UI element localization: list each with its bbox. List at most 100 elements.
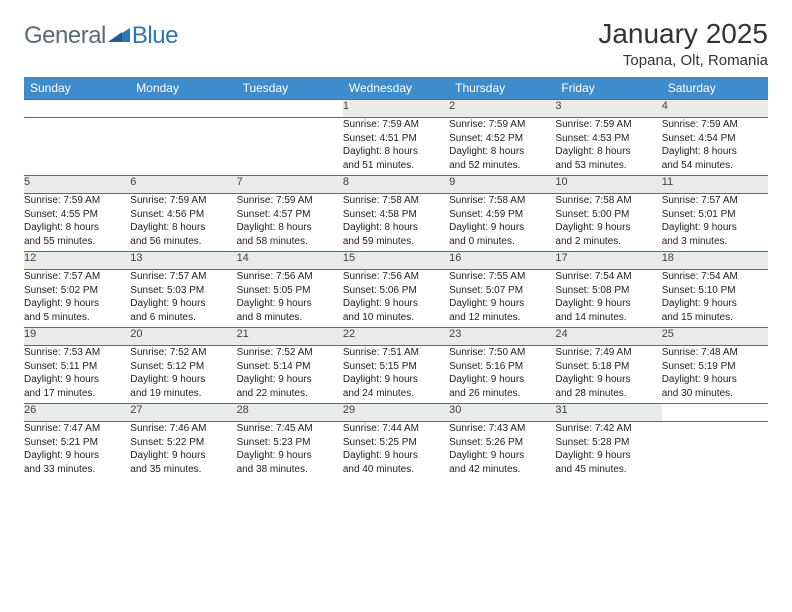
day-number-cell: 15: [343, 252, 449, 270]
day-number-cell: [237, 100, 343, 118]
sunset-line: Sunset: 4:52 PM: [449, 132, 555, 146]
daylight-line-1: Daylight: 9 hours: [24, 297, 130, 311]
day-number: 3: [555, 100, 561, 112]
day-number-cell: 1: [343, 100, 449, 118]
day-number: 8: [343, 176, 349, 188]
day-info-cell: Sunrise: 7:58 AMSunset: 4:59 PMDaylight:…: [449, 194, 555, 252]
day-number-cell: [662, 404, 768, 422]
day-number: 20: [130, 328, 142, 340]
daylight-line-1: Daylight: 9 hours: [343, 373, 449, 387]
day-number: 10: [555, 176, 567, 188]
sunrise-line: Sunrise: 7:56 AM: [237, 270, 343, 284]
title-block: January 2025 Topana, Olt, Romania: [598, 18, 768, 69]
day-info-cell: Sunrise: 7:51 AMSunset: 5:15 PMDaylight:…: [343, 346, 449, 404]
day-info-cell: Sunrise: 7:55 AMSunset: 5:07 PMDaylight:…: [449, 270, 555, 328]
info-row: Sunrise: 7:53 AMSunset: 5:11 PM Daylight:…: [24, 346, 768, 404]
daylight-line-1: Daylight: 9 hours: [24, 449, 130, 463]
weekday-header: Sunday: [24, 77, 130, 100]
sunrise-line: Sunrise: 7:54 AM: [555, 270, 661, 284]
day-info-cell: Sunrise: 7:58 AMSunset: 5:00 PMDaylight:…: [555, 194, 661, 252]
day-number-cell: 31: [555, 404, 661, 422]
sunrise-line: Sunrise: 7:50 AM: [449, 346, 555, 360]
day-info-cell: Sunrise: 7:52 AMSunset: 5:12 PMDaylight:…: [130, 346, 236, 404]
day-number-cell: 6: [130, 176, 236, 194]
day-number-cell: [24, 100, 130, 118]
day-number-cell: 18: [662, 252, 768, 270]
daylight-line-2: and 6 minutes.: [130, 311, 236, 325]
sunrise-line: Sunrise: 7:57 AM: [130, 270, 236, 284]
day-number-cell: 8: [343, 176, 449, 194]
day-number: 16: [449, 252, 461, 264]
day-info-cell: Sunrise: 7:56 AMSunset: 5:06 PMDaylight:…: [343, 270, 449, 328]
daylight-line-1: Daylight: 8 hours: [24, 221, 130, 235]
info-row: Sunrise: 7:59 AMSunset: 4:55 PMDaylight:…: [24, 194, 768, 252]
day-number-cell: 9: [449, 176, 555, 194]
sunrise-line: Sunrise: 7:46 AM: [130, 422, 236, 436]
day-number: 1: [343, 100, 349, 112]
day-info-cell: Sunrise: 7:59 AMSunset: 4:53 PMDaylight:…: [555, 118, 661, 176]
day-number-cell: 11: [662, 176, 768, 194]
location-label: Topana, Olt, Romania: [598, 52, 768, 69]
sunset-line: Sunset: 5:21 PM: [24, 436, 130, 450]
day-number: 6: [130, 176, 136, 188]
sunset-line: Sunset: 4:56 PM: [130, 208, 236, 222]
daylight-line-1: Daylight: 9 hours: [662, 221, 768, 235]
day-number-cell: 14: [237, 252, 343, 270]
sunrise-line: Sunrise: 7:59 AM: [130, 194, 236, 208]
day-info-cell: Sunrise: 7:52 AMSunset: 5:14 PMDaylight:…: [237, 346, 343, 404]
day-number-cell: 3: [555, 100, 661, 118]
sunset-line: Sunset: 5:00 PM: [555, 208, 661, 222]
day-info-cell: Sunrise: 7:45 AMSunset: 5:23 PMDaylight:…: [237, 422, 343, 480]
daylight-line-2: and 22 minutes.: [237, 387, 343, 401]
sunrise-line: Sunrise: 7:54 AM: [662, 270, 768, 284]
sunrise-line: Sunrise: 7:48 AM: [662, 346, 768, 360]
info-row: Sunrise: 7:59 AMSunset: 4:51 PMDaylight:…: [24, 118, 768, 176]
day-info-cell: Sunrise: 7:56 AMSunset: 5:05 PMDaylight:…: [237, 270, 343, 328]
sunset-line: Sunset: 5:11 PM: [24, 360, 130, 374]
day-info-cell: Sunrise: 7:59 AMSunset: 4:51 PMDaylight:…: [343, 118, 449, 176]
daylight-line-2: and 17 minutes.: [24, 387, 130, 401]
sunrise-line: Sunrise: 7:58 AM: [555, 194, 661, 208]
sunset-line: Sunset: 4:51 PM: [343, 132, 449, 146]
daylight-line-2: and 3 minutes.: [662, 235, 768, 249]
daylight-line-2: and 53 minutes.: [555, 159, 661, 173]
sunrise-line: Sunrise: 7:58 AM: [343, 194, 449, 208]
sunset-line: Sunset: 4:53 PM: [555, 132, 661, 146]
sunset-line: Sunset: 5:15 PM: [343, 360, 449, 374]
daylight-line-1: Daylight: 9 hours: [130, 449, 236, 463]
weekday-header: Friday: [555, 77, 661, 100]
sunrise-line: Sunrise: 7:45 AM: [237, 422, 343, 436]
daynum-row: 567891011: [24, 176, 768, 194]
day-number: 22: [343, 328, 355, 340]
day-number-cell: 28: [237, 404, 343, 422]
daylight-line-1: Daylight: 9 hours: [555, 373, 661, 387]
daylight-line-1: Daylight: 9 hours: [237, 449, 343, 463]
day-number: 13: [130, 252, 142, 264]
day-number: 4: [662, 100, 668, 112]
day-number-cell: 23: [449, 328, 555, 346]
weekday-header-row: Sunday Monday Tuesday Wednesday Thursday…: [24, 77, 768, 100]
day-number-cell: 19: [24, 328, 130, 346]
daylight-line-2: and 26 minutes.: [449, 387, 555, 401]
weekday-header: Tuesday: [237, 77, 343, 100]
sunset-line: Sunset: 5:14 PM: [237, 360, 343, 374]
sunrise-line: Sunrise: 7:44 AM: [343, 422, 449, 436]
day-number-cell: 20: [130, 328, 236, 346]
daylight-line-2: and 33 minutes.: [24, 463, 130, 477]
day-info-cell: [24, 118, 130, 176]
sunrise-line: Sunrise: 7:59 AM: [24, 194, 130, 208]
sunset-line: Sunset: 4:54 PM: [662, 132, 768, 146]
day-number: 24: [555, 328, 567, 340]
sunrise-line: Sunrise: 7:53 AM: [24, 346, 130, 360]
day-info-cell: Sunrise: 7:54 AMSunset: 5:08 PMDaylight:…: [555, 270, 661, 328]
sunrise-line: Sunrise: 7:49 AM: [555, 346, 661, 360]
day-info-cell: Sunrise: 7:57 AMSunset: 5:02 PMDaylight:…: [24, 270, 130, 328]
sunset-line: Sunset: 5:22 PM: [130, 436, 236, 450]
day-info-cell: Sunrise: 7:42 AMSunset: 5:28 PMDaylight:…: [555, 422, 661, 480]
day-info-cell: Sunrise: 7:53 AMSunset: 5:11 PMDaylight:…: [24, 346, 130, 404]
day-info-cell: Sunrise: 7:57 AMSunset: 5:01 PMDaylight:…: [662, 194, 768, 252]
day-info-cell: Sunrise: 7:49 AMSunset: 5:18 PMDaylight:…: [555, 346, 661, 404]
sunset-line: Sunset: 5:28 PM: [555, 436, 661, 450]
sunset-line: Sunset: 5:12 PM: [130, 360, 236, 374]
logo-mark-icon: [108, 24, 130, 49]
